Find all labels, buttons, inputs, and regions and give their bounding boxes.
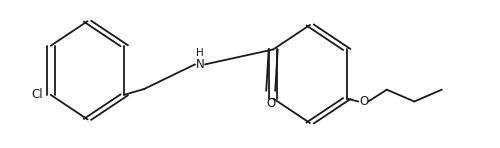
Text: O: O (266, 97, 276, 110)
Text: Cl: Cl (32, 88, 43, 101)
Text: H: H (196, 48, 204, 58)
Text: N: N (196, 58, 204, 71)
Text: O: O (360, 95, 368, 108)
